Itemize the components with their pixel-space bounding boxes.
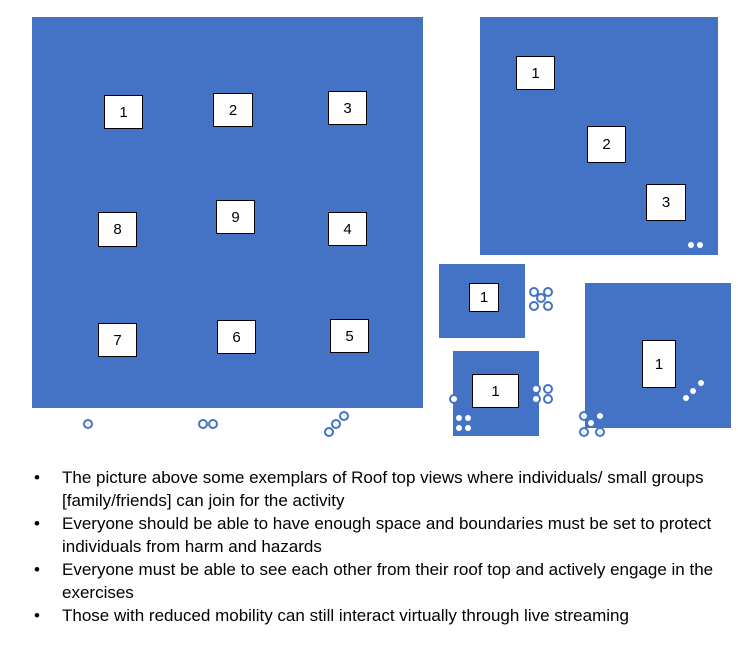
person-dot [697, 242, 703, 248]
person-ring [543, 287, 553, 297]
position-box: 3 [646, 184, 686, 221]
person-dot [688, 242, 694, 248]
person-dot [698, 380, 704, 386]
person-dot [465, 415, 471, 421]
position-box: 7 [98, 323, 137, 357]
position-box: 1 [472, 374, 519, 408]
person-ring [208, 419, 218, 429]
person-ring [324, 427, 334, 437]
person-ring [595, 427, 605, 437]
person-ring [198, 419, 208, 429]
person-ring [529, 301, 539, 311]
person-ring [595, 411, 605, 421]
person-ring [83, 419, 93, 429]
person-ring [543, 384, 553, 394]
position-box: 8 [98, 212, 137, 247]
position-box: 2 [213, 93, 253, 127]
position-box: 2 [587, 126, 626, 163]
position-box: 5 [330, 319, 369, 353]
person-ring [531, 394, 541, 404]
person-ring [543, 301, 553, 311]
person-ring [531, 384, 541, 394]
position-box: 1 [469, 283, 499, 312]
bullet-item: Everyone should be able to have enough s… [34, 512, 714, 558]
position-box: 1 [516, 56, 555, 90]
position-box: 6 [217, 320, 256, 354]
person-dot [588, 420, 594, 426]
bullet-item: Those with reduced mobility can still in… [34, 604, 714, 627]
person-ring [579, 427, 589, 437]
bullet-list: The picture above some exemplars of Roof… [0, 466, 714, 627]
person-ring [543, 394, 553, 404]
person-ring [449, 394, 459, 404]
position-box: 3 [328, 91, 367, 125]
position-box: 4 [328, 212, 367, 246]
position-box: 1 [642, 340, 676, 388]
person-dot [456, 415, 462, 421]
person-ring [339, 411, 349, 421]
person-dot [683, 395, 689, 401]
person-ring [331, 419, 341, 429]
position-box: 1 [104, 95, 143, 129]
position-box: 9 [216, 200, 255, 234]
bullet-item: Everyone must be able to see each other … [34, 558, 714, 604]
person-dot [690, 388, 696, 394]
person-ring [536, 293, 546, 303]
bullet-item: The picture above some exemplars of Roof… [34, 466, 714, 512]
person-dot [465, 425, 471, 431]
person-ring [579, 411, 589, 421]
person-dot [456, 425, 462, 431]
person-ring [529, 287, 539, 297]
